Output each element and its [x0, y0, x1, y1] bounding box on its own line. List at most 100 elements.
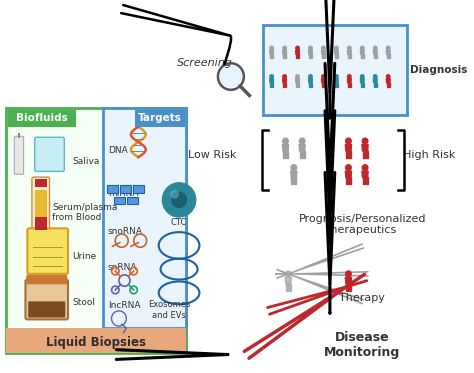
Polygon shape	[296, 83, 297, 87]
Polygon shape	[302, 151, 305, 158]
Circle shape	[374, 46, 377, 50]
Polygon shape	[335, 79, 338, 83]
FancyBboxPatch shape	[35, 179, 47, 186]
Polygon shape	[346, 277, 352, 284]
Polygon shape	[361, 83, 362, 87]
Polygon shape	[311, 83, 312, 87]
Polygon shape	[374, 83, 375, 87]
FancyBboxPatch shape	[8, 110, 76, 127]
Circle shape	[283, 75, 286, 78]
Polygon shape	[374, 50, 377, 54]
Polygon shape	[311, 54, 312, 59]
FancyBboxPatch shape	[28, 301, 65, 317]
Text: Disease
Monitoring: Disease Monitoring	[324, 331, 401, 359]
Polygon shape	[348, 54, 349, 59]
Text: Stool: Stool	[73, 298, 96, 307]
Polygon shape	[296, 79, 300, 83]
Polygon shape	[363, 151, 365, 158]
Circle shape	[283, 138, 288, 144]
Circle shape	[296, 46, 299, 50]
Polygon shape	[349, 151, 351, 158]
Circle shape	[171, 190, 178, 198]
Polygon shape	[298, 54, 299, 59]
Polygon shape	[283, 50, 286, 54]
Text: Low Risk: Low Risk	[188, 150, 237, 160]
Polygon shape	[291, 171, 297, 178]
FancyBboxPatch shape	[107, 185, 118, 193]
Polygon shape	[350, 54, 351, 59]
FancyBboxPatch shape	[18, 134, 20, 138]
Polygon shape	[292, 178, 293, 184]
Circle shape	[283, 46, 286, 50]
FancyBboxPatch shape	[6, 328, 186, 352]
Circle shape	[346, 271, 351, 277]
Circle shape	[221, 66, 241, 87]
Polygon shape	[322, 83, 323, 87]
Text: Diagnosis: Diagnosis	[410, 65, 468, 75]
Polygon shape	[346, 178, 348, 184]
Text: Therapy: Therapy	[339, 292, 385, 303]
Polygon shape	[387, 83, 388, 87]
Polygon shape	[309, 50, 312, 54]
Polygon shape	[283, 83, 284, 87]
Circle shape	[346, 165, 351, 170]
Text: Prognosis/Personalized
therapeutics: Prognosis/Personalized therapeutics	[299, 214, 426, 235]
Circle shape	[309, 75, 312, 78]
FancyBboxPatch shape	[35, 190, 47, 217]
Circle shape	[347, 75, 351, 78]
Polygon shape	[272, 54, 273, 59]
Polygon shape	[389, 54, 390, 59]
Polygon shape	[296, 50, 300, 54]
Polygon shape	[360, 50, 364, 54]
Circle shape	[322, 75, 325, 78]
Polygon shape	[272, 83, 273, 87]
Text: Urine: Urine	[73, 252, 97, 261]
Polygon shape	[361, 54, 362, 59]
Polygon shape	[324, 54, 325, 59]
Circle shape	[335, 46, 338, 50]
Polygon shape	[349, 178, 351, 184]
Text: snoRNA: snoRNA	[108, 227, 143, 236]
Polygon shape	[346, 284, 348, 291]
Circle shape	[296, 75, 299, 78]
Polygon shape	[285, 277, 292, 284]
Text: Targets: Targets	[138, 113, 182, 123]
Text: CTC: CTC	[171, 218, 187, 227]
Polygon shape	[363, 83, 364, 87]
Circle shape	[386, 46, 390, 50]
Polygon shape	[337, 83, 338, 87]
Polygon shape	[337, 54, 338, 59]
Polygon shape	[347, 50, 351, 54]
Circle shape	[374, 75, 377, 78]
Polygon shape	[362, 171, 368, 178]
Text: High Risk: High Risk	[403, 150, 455, 160]
Circle shape	[285, 271, 291, 277]
Polygon shape	[296, 54, 297, 59]
Text: Saliva: Saliva	[73, 157, 100, 166]
Polygon shape	[283, 151, 285, 158]
Text: Screening: Screening	[177, 58, 233, 68]
Polygon shape	[289, 284, 291, 291]
FancyBboxPatch shape	[35, 137, 64, 172]
Polygon shape	[365, 151, 368, 158]
Polygon shape	[283, 54, 284, 59]
Circle shape	[300, 138, 305, 144]
Circle shape	[291, 165, 297, 170]
Polygon shape	[350, 83, 351, 87]
Circle shape	[270, 75, 273, 78]
Polygon shape	[283, 79, 286, 83]
Polygon shape	[335, 83, 336, 87]
Circle shape	[361, 46, 364, 50]
Polygon shape	[363, 54, 364, 59]
Polygon shape	[348, 83, 349, 87]
Polygon shape	[387, 54, 388, 59]
Polygon shape	[375, 83, 377, 87]
Polygon shape	[346, 144, 352, 151]
Circle shape	[163, 183, 196, 217]
Text: miRNA: miRNA	[108, 189, 138, 198]
Text: Serum/plasma
from Blood: Serum/plasma from Blood	[52, 203, 118, 222]
Polygon shape	[374, 54, 375, 59]
Polygon shape	[335, 50, 338, 54]
FancyBboxPatch shape	[120, 185, 131, 193]
FancyBboxPatch shape	[133, 185, 145, 193]
